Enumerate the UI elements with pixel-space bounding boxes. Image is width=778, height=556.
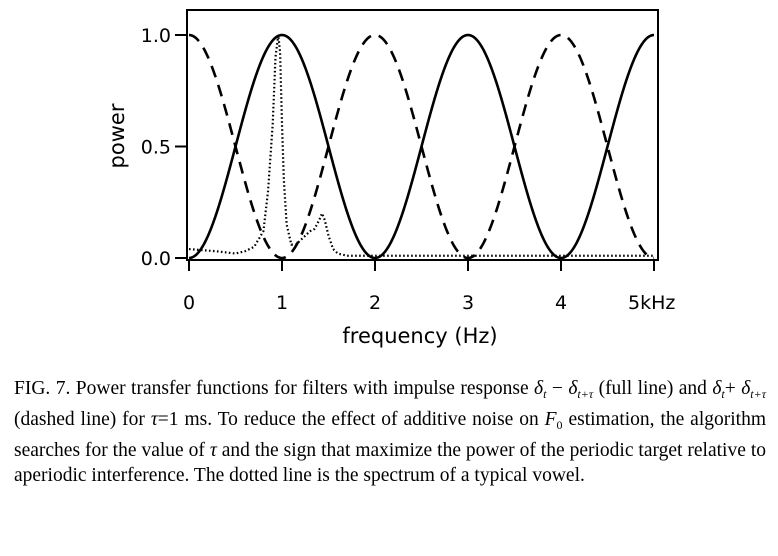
y-tick-label: 0.5	[141, 137, 171, 159]
caption-text: FIG. 7. Power transfer functions for fil…	[14, 378, 766, 486]
x-tick-label: 1	[276, 292, 288, 314]
figure-caption: FIG. 7. Power transfer functions for fil…	[14, 376, 766, 488]
y-axis-label: power	[105, 103, 129, 168]
dashed-series-line	[188, 33, 655, 260]
x-tick-label: 2	[369, 292, 381, 314]
x-tick-label: 3	[462, 292, 474, 314]
x-tick-label: 0	[183, 292, 195, 314]
figure-label: FIG. 7.	[14, 378, 71, 399]
x-tick-label: 4	[555, 292, 567, 314]
y-tick-label: 1.0	[141, 25, 171, 47]
figure: 0.0 0.5 1.0 0 1 2 3 4 5kHz frequency (Hz) power	[105, 9, 675, 348]
dotted-series-line	[188, 33, 654, 257]
x-axis-label: frequency (Hz)	[342, 324, 497, 348]
power-transfer-chart: 0.0 0.5 1.0 0 1 2 3 4 5kHz frequency (Hz) power	[105, 9, 675, 348]
x-tick-label: 5kHz	[628, 292, 675, 314]
y-tick-label: 0.0	[141, 248, 171, 270]
plot-frame	[186, 9, 659, 261]
